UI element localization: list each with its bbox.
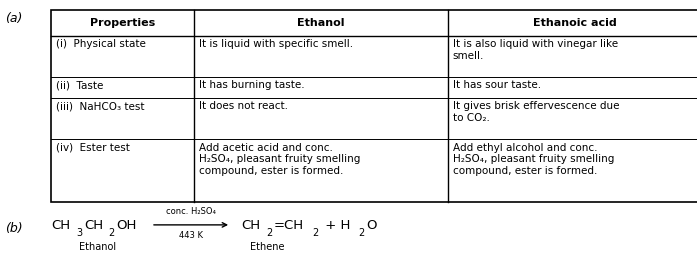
Text: Properties: Properties [90,18,156,28]
Text: It is liquid with specific smell.: It is liquid with specific smell. [199,39,353,49]
Text: 2: 2 [108,228,114,238]
Text: CH: CH [52,219,70,232]
Text: (ii)  Taste: (ii) Taste [57,80,104,90]
Text: It has burning taste.: It has burning taste. [199,80,304,90]
Text: conc. H₂SO₄: conc. H₂SO₄ [166,207,216,216]
Text: 2: 2 [359,228,365,238]
Text: Ethanol: Ethanol [78,242,116,252]
Text: CH: CH [242,219,260,232]
Text: (iii)  NaHCO₃ test: (iii) NaHCO₃ test [57,101,144,111]
Text: (i)  Physical state: (i) Physical state [57,39,146,49]
Text: Ethene: Ethene [251,242,285,252]
Text: Ethanol: Ethanol [297,18,345,28]
Text: 3: 3 [76,228,82,238]
Text: OH: OH [117,219,137,232]
Text: (b): (b) [5,222,22,235]
Text: 2: 2 [313,228,319,238]
Text: (iv)  Ester test: (iv) Ester test [57,143,131,153]
Text: 443 K: 443 K [179,230,203,240]
Text: O: O [366,219,377,232]
Text: (a): (a) [5,12,22,25]
Text: It gives brisk effervescence due
to CO₂.: It gives brisk effervescence due to CO₂. [452,101,619,123]
Text: =CH: =CH [274,219,304,232]
Text: Add ethyl alcohol and conc.
H₂SO₄, pleasant fruity smelling
compound, ester is f: Add ethyl alcohol and conc. H₂SO₄, pleas… [452,143,614,176]
Text: Ethanoic acid: Ethanoic acid [533,18,616,28]
Text: It is also liquid with vinegar like
smell.: It is also liquid with vinegar like smel… [452,39,618,61]
Bar [52,10,698,202]
Text: + H: + H [321,219,350,232]
Text: 2: 2 [266,228,272,238]
Text: CH: CH [84,219,103,232]
Text: It does not react.: It does not react. [199,101,288,111]
Text: Add acetic acid and conc.
H₂SO₄, pleasant fruity smelling
compound, ester is for: Add acetic acid and conc. H₂SO₄, pleasan… [199,143,360,176]
Text: It has sour taste.: It has sour taste. [452,80,541,90]
